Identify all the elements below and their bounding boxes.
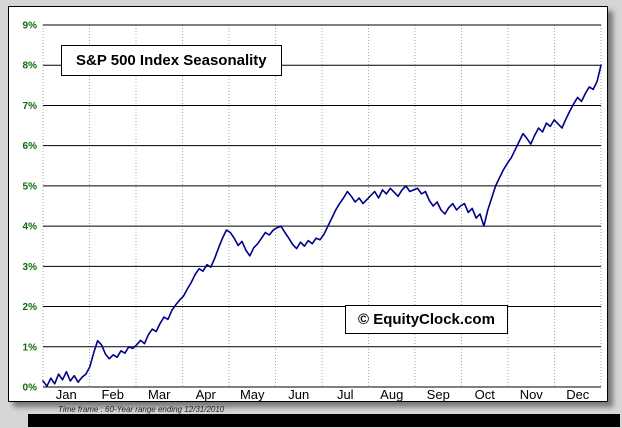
y-axis-tick-label: 2% — [23, 302, 38, 313]
y-axis-tick-label: 4% — [23, 222, 38, 233]
watermark-text: © EquityClock.com — [358, 311, 495, 328]
y-axis-tick-label: 8% — [23, 61, 38, 72]
x-axis-month-label: Dec — [566, 387, 590, 401]
chart-title-box: S&P 500 Index Seasonality — [61, 45, 282, 76]
y-axis-tick-label: 6% — [23, 141, 38, 152]
x-axis-month-label: Mar — [148, 387, 171, 401]
y-axis-tick-label: 5% — [23, 181, 38, 192]
x-axis-month-label: Nov — [520, 387, 544, 401]
x-axis-month-label: Jul — [337, 387, 354, 401]
watermark-box: © EquityClock.com — [345, 305, 508, 334]
x-axis-month-label: Aug — [380, 387, 403, 401]
chart-title: S&P 500 Index Seasonality — [76, 52, 267, 69]
x-axis-month-label: May — [240, 387, 265, 401]
seasonality-series-line — [42, 64, 602, 388]
timeframe-note: Time frame : 60-Year range ending 12/31/… — [58, 405, 225, 414]
seasonality-line-chart: 0% 1% 2% 3% 4% 5% 6% 7% 8% 9% Jan Feb Mar Apr May Jun Ju… — [23, 21, 602, 401]
x-axis-month-label: Apr — [196, 387, 217, 401]
x-axis-month-label: Jan — [56, 387, 77, 401]
x-axis-month-label: Oct — [475, 387, 496, 401]
x-axis-month-label: Jun — [288, 387, 309, 401]
y-axis-tick-label: 1% — [23, 342, 38, 353]
chart-card: 0% 1% 2% 3% 4% 5% 6% 7% 8% 9% Jan Feb Mar Apr May Jun Ju… — [8, 6, 608, 402]
y-axis-tick-label: 7% — [23, 101, 38, 112]
x-axis-month-label: Feb — [102, 387, 124, 401]
bottom-bar — [28, 414, 620, 427]
y-axis-tick-label: 0% — [23, 383, 38, 394]
y-axis-tick-label: 9% — [23, 21, 38, 32]
x-axis-month-label: Sep — [427, 387, 450, 401]
y-axis-tick-label: 3% — [23, 262, 38, 273]
